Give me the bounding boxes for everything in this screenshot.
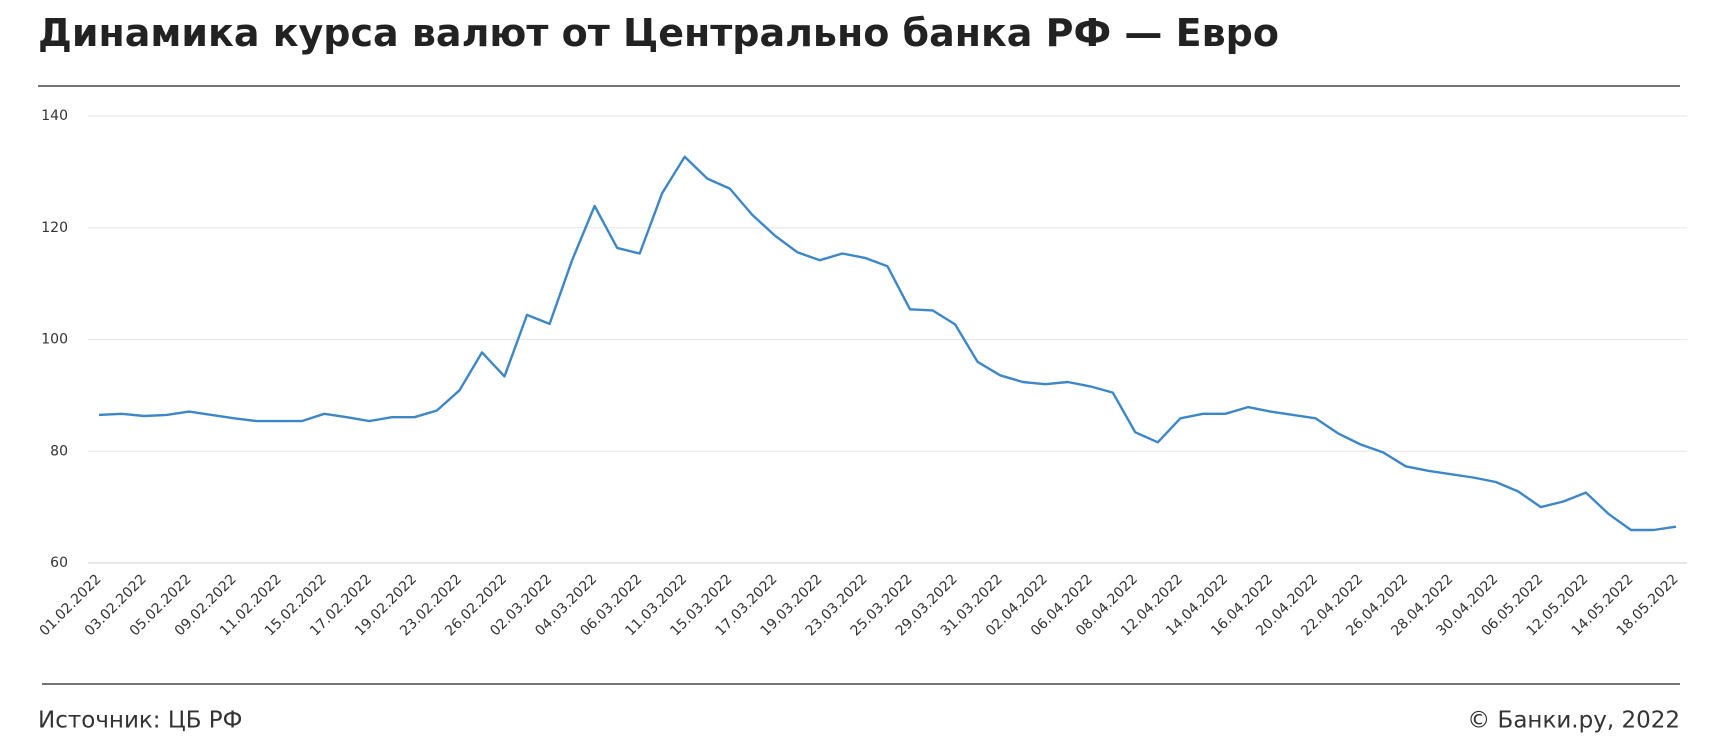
y-tick-label: 80 [50,443,68,459]
y-tick-label: 100 [41,332,68,348]
y-tick-label: 140 [41,108,68,124]
line-series [98,155,1677,532]
credit: © Банки.ру, 2022 [1467,708,1680,734]
chart-title: Динамика курса валют от Центрально банка… [38,11,1279,55]
source: Источник: ЦБ РФ [38,708,242,734]
y-tick-label: 60 [50,555,68,571]
y-tick-label: 120 [41,220,68,236]
